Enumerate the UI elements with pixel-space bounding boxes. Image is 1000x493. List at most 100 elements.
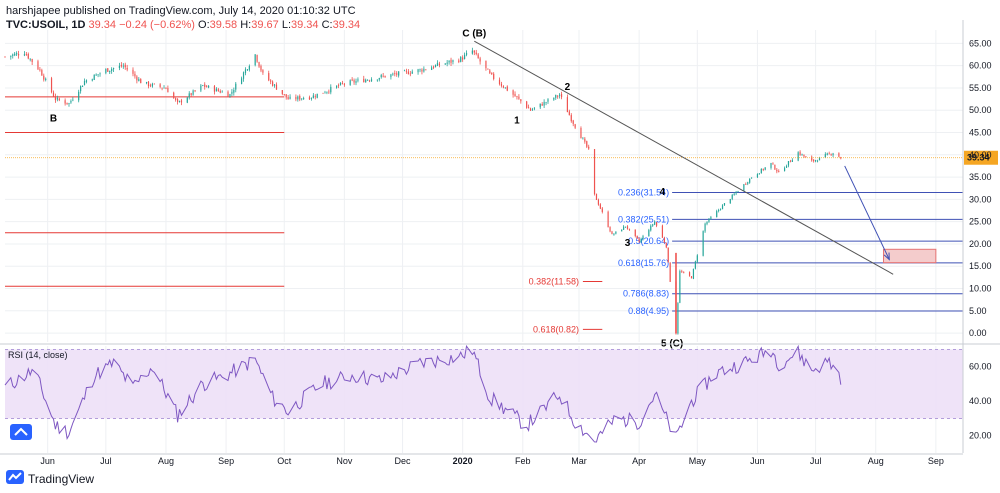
candle-body	[716, 211, 718, 218]
candle-body	[23, 54, 25, 56]
fib-level-label: 0.236(31.54)	[618, 188, 669, 198]
candle-body	[683, 272, 685, 274]
candle-body	[163, 87, 165, 89]
candle-body	[747, 182, 749, 184]
candle-body	[811, 156, 813, 161]
candle-body	[248, 66, 250, 70]
candle-body	[791, 160, 793, 162]
candle-body	[601, 208, 603, 212]
candle-body	[692, 268, 695, 279]
fib-extension-label: 0.382(11.58)	[529, 276, 579, 286]
arrow-head	[883, 252, 890, 261]
candle-body	[465, 53, 468, 55]
candle-body	[272, 81, 274, 86]
candle-body	[743, 184, 745, 191]
candle-body	[93, 74, 95, 81]
candle-body	[663, 238, 665, 243]
candle-body	[764, 167, 766, 170]
brand-footer[interactable]: TradingView	[6, 470, 94, 487]
candle-body	[328, 91, 330, 93]
candle-body	[652, 224, 654, 226]
rsi-tick-label: 60.00	[969, 362, 992, 372]
candle-body	[268, 73, 270, 81]
open-value: 39.58	[209, 19, 238, 31]
candle-body	[613, 233, 615, 235]
candle-body	[840, 157, 842, 159]
candle-body	[423, 68, 425, 72]
close-label: C:	[321, 19, 333, 31]
candle-body	[349, 80, 351, 85]
candle-body	[262, 70, 264, 73]
candle-body	[363, 78, 365, 83]
price-tick-label: 25.00	[969, 217, 992, 227]
candle-body	[572, 120, 574, 124]
rsi-grid	[5, 346, 963, 453]
candle-body	[112, 67, 115, 70]
candle-body	[122, 65, 124, 67]
last-price-text: 39.34	[967, 153, 990, 163]
candle-body	[489, 70, 491, 74]
close-value: 39.34	[332, 19, 361, 31]
candle-body	[690, 276, 693, 279]
candle-body	[706, 221, 708, 225]
candle-body	[83, 81, 86, 86]
time-tick-label: Sep	[928, 456, 944, 466]
wave-label: 2	[565, 82, 571, 93]
candle-body	[411, 71, 413, 74]
candle-body	[283, 94, 285, 96]
candle-body	[526, 101, 528, 108]
candle-body	[434, 65, 437, 68]
candle-body	[533, 107, 536, 109]
candle-body	[529, 108, 532, 111]
candle-body	[491, 72, 493, 75]
candle-body	[419, 69, 421, 71]
candle-body	[403, 70, 406, 72]
time-tick-label: Jul	[100, 456, 112, 466]
candle-body	[147, 81, 150, 87]
candle-body	[180, 100, 183, 103]
price-tick-label: 35.00	[969, 172, 992, 182]
candle-body	[642, 236, 644, 240]
candle-body	[708, 218, 710, 222]
brand-name: TradingView	[28, 471, 95, 486]
candle-body	[586, 141, 588, 147]
candle-body	[498, 79, 501, 84]
candle-body	[624, 226, 627, 228]
candle-body	[64, 100, 66, 104]
candle-body	[458, 60, 460, 62]
candle-body	[688, 272, 691, 276]
candle-body	[446, 62, 448, 64]
candle-body	[493, 73, 495, 79]
candle-body	[330, 86, 332, 93]
rsi-line	[4, 344, 842, 443]
candle-body	[31, 59, 33, 62]
candle-body	[285, 94, 287, 98]
high-value: 39.67	[251, 19, 279, 31]
candle-body	[595, 193, 598, 201]
candle-body	[97, 74, 99, 76]
candle-body	[797, 152, 799, 161]
candle-body	[421, 69, 423, 72]
candle-body	[528, 107, 530, 109]
candle-body	[760, 168, 762, 174]
open-label: O:	[198, 19, 210, 31]
candle-body	[813, 159, 815, 162]
candle-body	[380, 75, 382, 78]
candle-body	[275, 84, 278, 90]
candle-body	[805, 156, 807, 158]
symbol-ohlc: TVC:USOIL, 1D 39.34 −0.24 (−0.62%) O:39.…	[6, 18, 360, 32]
candle-body	[208, 85, 210, 88]
candle-body	[213, 86, 216, 92]
candle-body	[120, 64, 122, 67]
candle-body	[136, 76, 138, 81]
low-value: 39.34	[291, 19, 319, 31]
candle-body	[398, 71, 400, 76]
candle-body	[124, 64, 126, 68]
candle-body	[336, 85, 338, 88]
price-tick-label: 60.00	[969, 61, 992, 71]
time-tick-label: Aug	[158, 456, 174, 466]
candle-body	[382, 75, 384, 77]
candle-body	[107, 68, 109, 72]
fib-level-label: 0.618(15.76)	[618, 258, 669, 268]
